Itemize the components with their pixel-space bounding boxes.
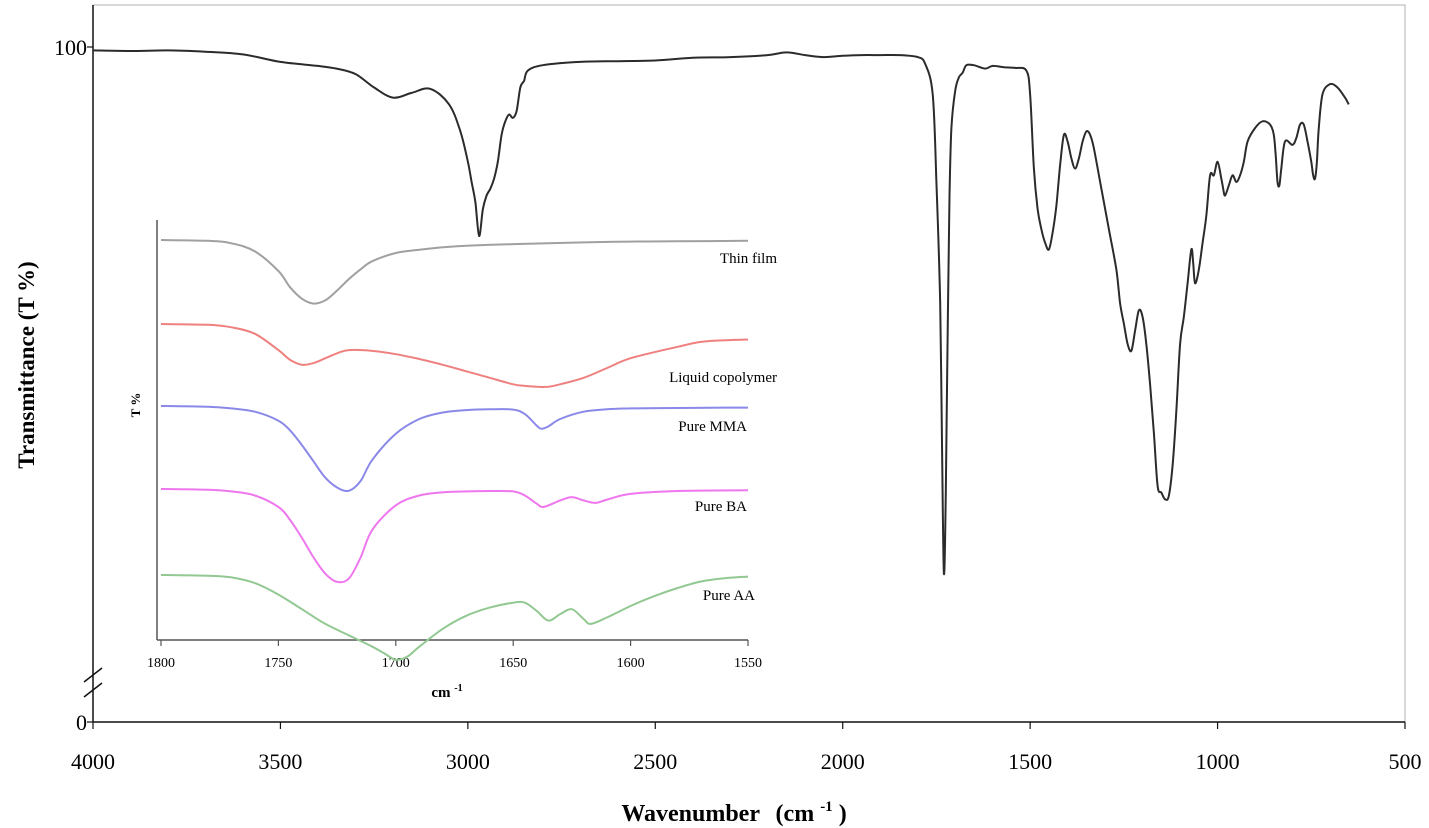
main-y-axis-title: Transmittance (T %) bbox=[14, 261, 39, 468]
inset-series-line bbox=[160, 405, 748, 493]
main-y-ticks: 0 100 bbox=[54, 35, 93, 735]
inset-series-label: Liquid copolymer bbox=[669, 370, 777, 386]
inset-series-label: Pure AA bbox=[703, 588, 755, 604]
main-x-ticks: 4000 3500 3000 2500 2000 1500 1000 500 bbox=[71, 722, 1422, 774]
main-y-tick-label: 100 bbox=[54, 35, 87, 60]
main-y-tick-label: 0 bbox=[76, 710, 87, 735]
main-x-tick-label: 3500 bbox=[258, 749, 302, 774]
inset-series-labels: Thin film Liquid copolymer Pure MMA Pure BA… bbox=[669, 251, 777, 604]
inset-series-line bbox=[160, 323, 749, 389]
inset-series-line bbox=[160, 574, 749, 661]
inset-series-label: Pure MMA bbox=[678, 419, 747, 435]
inset-series-line bbox=[160, 239, 749, 305]
main-x-tick-label: 1500 bbox=[1008, 749, 1052, 774]
main-series-group bbox=[92, 49, 1350, 575]
main-x-tick-label: 1000 bbox=[1196, 749, 1240, 774]
inset-series-label: Thin film bbox=[720, 251, 777, 267]
main-x-axis-title: Wavenumber (cm -1 ) bbox=[621, 791, 846, 827]
inset-x-axis-title-sup: -1 bbox=[454, 683, 462, 694]
main-x-tick-label: 4000 bbox=[71, 749, 115, 774]
main-x-axis-title-unit-close: ) bbox=[839, 801, 847, 827]
main-x-axis-title-unit-sup: -1 bbox=[820, 799, 833, 815]
inset-x-axis-title: cm -1 bbox=[431, 683, 462, 701]
inset-series-group bbox=[160, 239, 749, 661]
inset-series-label: Pure BA bbox=[695, 499, 747, 515]
y-axis-break-mark bbox=[83, 667, 103, 698]
inset-x-tick-label: 1750 bbox=[264, 656, 292, 671]
main-x-tick-label: 2500 bbox=[633, 749, 677, 774]
inset-x-tick-label: 1800 bbox=[147, 656, 175, 671]
inset-x-tick-label: 1550 bbox=[734, 656, 762, 671]
inset-x-tick-label: 1600 bbox=[617, 656, 645, 671]
main-x-axis-title-unit: (cm bbox=[776, 801, 815, 827]
main-x-axis-title-word: Wavenumber bbox=[621, 801, 760, 827]
main-x-tick-label: 2000 bbox=[821, 749, 865, 774]
inset-y-axis-title: T % bbox=[128, 393, 143, 418]
inset-x-ticks: 1800 1750 1700 1650 1600 1550 bbox=[147, 640, 762, 671]
main-x-tick-label: 3000 bbox=[446, 749, 490, 774]
inset-x-axis-title-word: cm bbox=[431, 685, 451, 701]
inset-x-tick-label: 1650 bbox=[499, 656, 527, 671]
main-series-line bbox=[92, 49, 1350, 575]
inset-series-line bbox=[160, 488, 749, 584]
main-x-tick-label: 500 bbox=[1389, 749, 1422, 774]
